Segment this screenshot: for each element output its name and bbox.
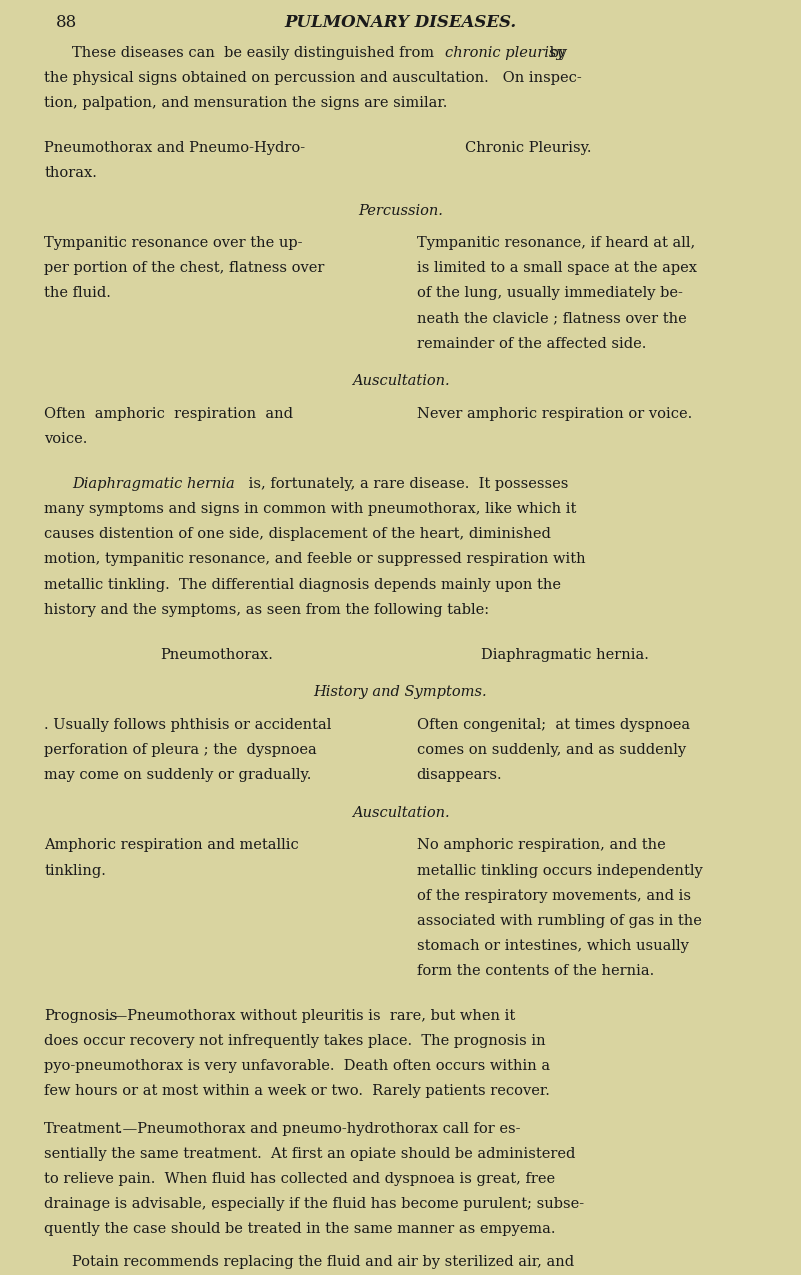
Text: metallic tinkling.  The differential diagnosis depends mainly upon the: metallic tinkling. The differential diag… (44, 578, 561, 592)
Text: sentially the same treatment.  At first an opiate should be administered: sentially the same treatment. At first a… (44, 1148, 575, 1162)
Text: Prognosis: Prognosis (44, 1009, 118, 1023)
Text: remainder of the affected side.: remainder of the affected side. (417, 337, 646, 351)
Text: metallic tinkling occurs independently: metallic tinkling occurs independently (417, 863, 702, 877)
Text: neath the clavicle ; flatness over the: neath the clavicle ; flatness over the (417, 311, 686, 325)
Text: per portion of the chest, flatness over: per portion of the chest, flatness over (44, 261, 324, 275)
Text: Often congenital;  at times dyspnoea: Often congenital; at times dyspnoea (417, 718, 690, 732)
Text: Often  amphoric  respiration  and: Often amphoric respiration and (44, 407, 293, 421)
Text: is, fortunately, a rare disease.  It possesses: is, fortunately, a rare disease. It poss… (244, 477, 569, 491)
Text: causes distention of one side, displacement of the heart, diminished: causes distention of one side, displacem… (44, 528, 551, 542)
Text: is limited to a small space at the apex: is limited to a small space at the apex (417, 261, 697, 275)
Text: Diaphragmatic hernia: Diaphragmatic hernia (72, 477, 235, 491)
Text: Auscultation.: Auscultation. (352, 375, 449, 389)
Text: disappears.: disappears. (417, 769, 502, 782)
Text: perforation of pleura ; the  dyspnoea: perforation of pleura ; the dyspnoea (44, 743, 317, 757)
Text: of the lung, usually immediately be-: of the lung, usually immediately be- (417, 287, 682, 301)
Text: Treatment: Treatment (44, 1122, 122, 1136)
Text: tion, palpation, and mensuration the signs are similar.: tion, palpation, and mensuration the sig… (44, 96, 448, 110)
Text: stomach or intestines, which usually: stomach or intestines, which usually (417, 938, 688, 952)
Text: PULMONARY DISEASES.: PULMONARY DISEASES. (284, 14, 517, 31)
Text: pyo-pneumothorax is very unfavorable.  Death often occurs within a: pyo-pneumothorax is very unfavorable. De… (44, 1060, 550, 1074)
Text: thorax.: thorax. (44, 166, 97, 180)
Text: Tympanitic resonance, if heard at all,: Tympanitic resonance, if heard at all, (417, 236, 694, 250)
Text: of the respiratory movements, and is: of the respiratory movements, and is (417, 889, 690, 903)
Text: . Usually follows phthisis or accidental: . Usually follows phthisis or accidental (44, 718, 332, 732)
Text: Auscultation.: Auscultation. (352, 806, 449, 820)
Text: voice.: voice. (44, 432, 87, 446)
Text: may come on suddenly or gradually.: may come on suddenly or gradually. (44, 769, 312, 782)
Text: associated with rumbling of gas in the: associated with rumbling of gas in the (417, 914, 702, 928)
Text: by: by (545, 46, 567, 60)
Text: Tympanitic resonance over the up-: Tympanitic resonance over the up- (44, 236, 303, 250)
Text: Pneumothorax and Pneumo-Hydro-: Pneumothorax and Pneumo-Hydro- (44, 142, 305, 156)
Text: tinkling.: tinkling. (44, 863, 106, 877)
Text: Percussion.: Percussion. (358, 204, 443, 218)
Text: chronic pleurisy: chronic pleurisy (445, 46, 564, 60)
Text: Amphoric respiration and metallic: Amphoric respiration and metallic (44, 839, 299, 853)
Text: the physical signs obtained on percussion and auscultation.   On inspec-: the physical signs obtained on percussio… (44, 70, 582, 84)
Text: Never amphoric respiration or voice.: Never amphoric respiration or voice. (417, 407, 692, 421)
Text: These diseases can  be easily distinguished from: These diseases can be easily distinguish… (72, 46, 439, 60)
Text: history and the symptoms, as seen from the following table:: history and the symptoms, as seen from t… (44, 603, 489, 617)
Text: few hours or at most within a week or two.  Rarely patients recover.: few hours or at most within a week or tw… (44, 1084, 550, 1098)
Text: Diaphragmatic hernia.: Diaphragmatic hernia. (481, 648, 649, 662)
Text: .—Pneumothorax without pleuritis is  rare, but when it: .—Pneumothorax without pleuritis is rare… (108, 1009, 515, 1023)
Text: 88: 88 (56, 14, 78, 31)
Text: form the contents of the hernia.: form the contents of the hernia. (417, 964, 654, 978)
Text: does occur recovery not infrequently takes place.  The prognosis in: does occur recovery not infrequently tak… (44, 1034, 545, 1048)
Text: quently the case should be treated in the same manner as empyema.: quently the case should be treated in th… (44, 1223, 556, 1237)
Text: drainage is advisable, especially if the fluid has become purulent; subse-: drainage is advisable, especially if the… (44, 1197, 584, 1211)
Text: Potain recommends replacing the fluid and air by sterilized air, and: Potain recommends replacing the fluid an… (72, 1255, 574, 1269)
Text: No amphoric respiration, and the: No amphoric respiration, and the (417, 839, 666, 853)
Text: comes on suddenly, and as suddenly: comes on suddenly, and as suddenly (417, 743, 686, 757)
Text: Chronic Pleurisy.: Chronic Pleurisy. (465, 142, 591, 156)
Text: History and Symptoms.: History and Symptoms. (314, 686, 487, 700)
Text: the fluid.: the fluid. (44, 287, 111, 301)
Text: Pneumothorax.: Pneumothorax. (160, 648, 273, 662)
Text: many symptoms and signs in common with pneumothorax, like which it: many symptoms and signs in common with p… (44, 502, 577, 516)
Text: .—Pneumothorax and pneumo-hydrothorax call for es-: .—Pneumothorax and pneumo-hydrothorax ca… (118, 1122, 520, 1136)
Text: to relieve pain.  When fluid has collected and dyspnoea is great, free: to relieve pain. When fluid has collecte… (44, 1172, 555, 1186)
Text: motion, tympanitic resonance, and feeble or suppressed respiration with: motion, tympanitic resonance, and feeble… (44, 552, 586, 566)
